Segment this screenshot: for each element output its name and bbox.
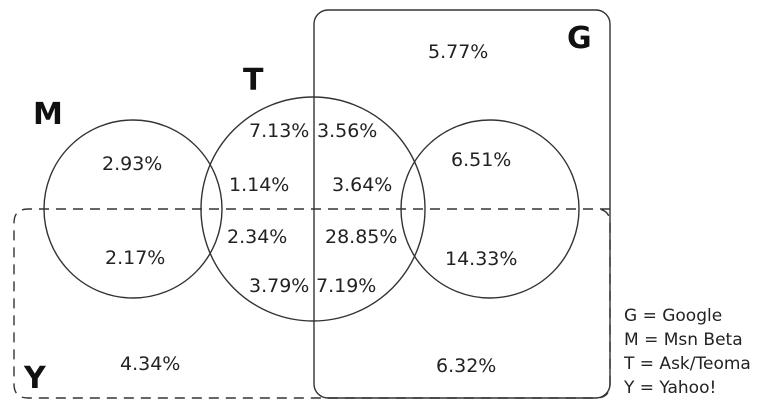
google-set-box <box>313 9 611 399</box>
region-m-y: 2.17% <box>105 247 165 269</box>
legend-ask: T = Ask/Teoma <box>623 354 751 374</box>
region-t-g-top: 3.56% <box>317 120 377 142</box>
region-t-m-y-bottom: 3.79% <box>249 275 309 297</box>
region-g-only-top: 5.77% <box>428 41 488 63</box>
region-t-g-y-bottom: 7.19% <box>316 275 376 297</box>
region-m-only-top: 2.93% <box>102 153 162 175</box>
yahoo-set-box <box>13 208 611 399</box>
set-label-g: G <box>567 21 592 56</box>
region-t-g-mid: 3.64% <box>332 174 392 196</box>
legend-google: G = Google <box>624 306 722 326</box>
region-t-m-mid: 1.14% <box>229 174 289 196</box>
legend-yahoo: Y = Yahoo! <box>623 378 716 398</box>
set-label-m: M <box>33 97 63 132</box>
msn-set-circle <box>43 119 223 299</box>
region-g-only-mid: 6.51% <box>451 149 511 171</box>
ask-set-circle <box>200 96 426 322</box>
set-label-t: T <box>243 63 264 98</box>
region-g-y-bottom: 6.32% <box>436 355 496 377</box>
set-label-y: Y <box>23 361 47 396</box>
legend-msn: M = Msn Beta <box>624 330 743 350</box>
google-set-circle <box>400 119 580 299</box>
region-t-g-y: 28.85% <box>325 226 397 248</box>
region-t-m-y: 2.34% <box>227 226 287 248</box>
region-t-m-top: 7.13% <box>249 120 309 142</box>
region-y-only: 4.34% <box>120 353 180 375</box>
region-g-y: 14.33% <box>445 248 517 270</box>
